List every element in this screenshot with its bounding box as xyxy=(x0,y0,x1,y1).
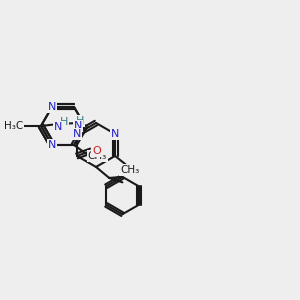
Text: CH₃: CH₃ xyxy=(120,165,140,175)
Text: N: N xyxy=(73,129,81,139)
Text: O: O xyxy=(93,146,101,156)
Text: H: H xyxy=(76,116,84,126)
Text: H₃C: H₃C xyxy=(4,121,23,131)
Text: N: N xyxy=(74,121,82,131)
Text: N: N xyxy=(54,122,62,132)
Text: N: N xyxy=(48,140,56,150)
Text: N: N xyxy=(48,102,56,112)
Text: H: H xyxy=(60,117,68,127)
Text: CH₃: CH₃ xyxy=(88,151,107,161)
Text: N: N xyxy=(111,129,119,139)
